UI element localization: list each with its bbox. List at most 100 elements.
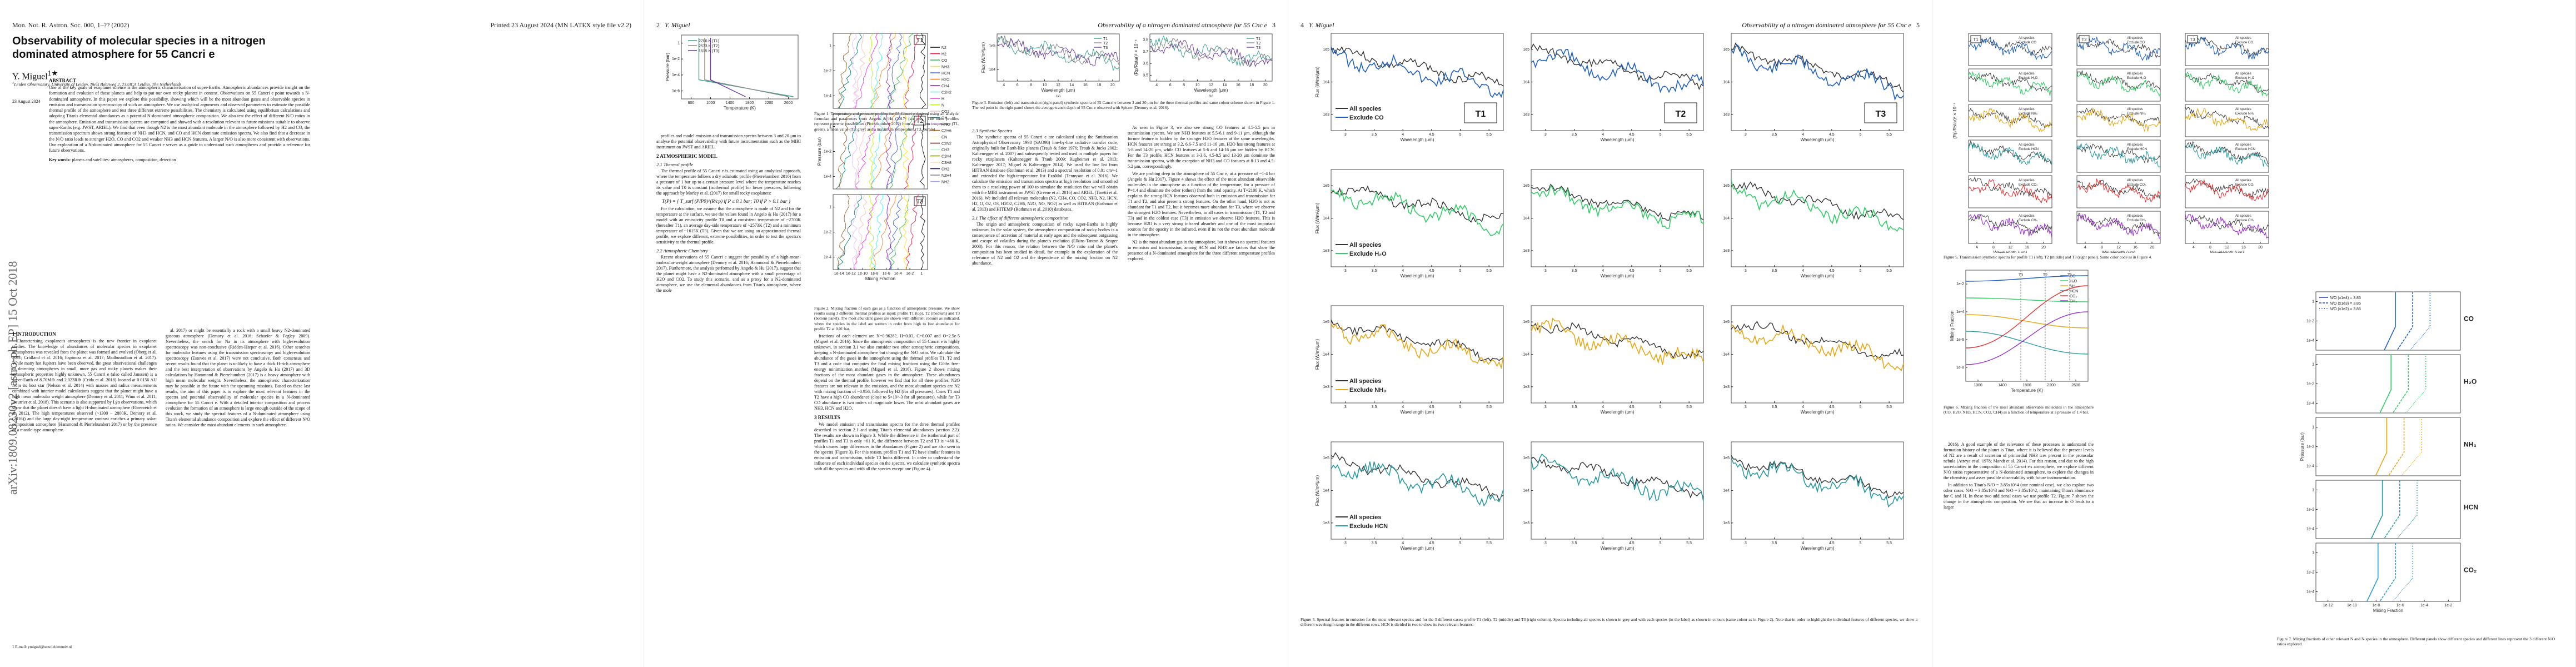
species-mixing-line [886,113,892,190]
legend-label: Exclude CH₄ [2019,219,2038,222]
p4-col-left: 2016). A good example of the relevance o… [1944,442,2094,512]
mixing-fraction-line [1965,331,2089,355]
y-tick-label: 1e-4 [2306,339,2314,343]
legend-label: N2H4 [941,174,951,178]
legend-label: CO2 [941,110,950,114]
exclude-species-line [2185,36,2269,60]
exclude-species-line [2076,143,2161,167]
all-species-line [1531,43,1704,91]
temperature-profile-line [704,38,789,97]
intro-text-2: al. 2017) or might be essentially a rock… [166,328,310,427]
all-species-line [1531,456,1704,499]
spectrum-line [996,36,1120,71]
species-mixing-line [837,33,852,109]
legend-label: T2 [1103,42,1108,46]
exclude-species-line [1968,71,2052,96]
all-species-line [1731,321,1904,359]
figure-1-chart: 600 1000 1400 1800 2200 2600 1e-6 1e-4 1e-2 1 Temp… [665,34,799,111]
legend-label: H [941,97,944,101]
x-axis-label: Mixing Fraction [865,276,895,281]
intro-heading: 1 INTRODUCTION [12,331,56,337]
y-tick-label: 1e-4 [824,175,831,179]
x-tick-label: 3.5 [1372,269,1377,273]
legend-label: All species [2019,37,2035,40]
x-tick-label: 4 [1402,405,1404,409]
panel-letter: (b) [1209,95,1214,97]
x-tick-label: 5.5 [1686,405,1692,409]
text-block: profiles and model emission and transmis… [656,133,801,150]
y-tick-label: 1e-4 [2306,527,2314,531]
mixing-profile-line [2370,480,2383,539]
y-tick-label: 1e-4 [824,94,831,98]
section-heading: 2 ATMOSPHERIC MODEL [656,153,718,159]
species-mixing-line [852,194,858,270]
legend-label: N2 [941,46,946,50]
abstract-block: ABSTRACT One of the key goals of exoplan… [49,78,310,163]
y-tick-label: 1e5 [1723,184,1730,188]
plot-frame [1968,211,2052,244]
mixing-profile-line [2409,292,2431,351]
x-tick-label: 3 [1544,541,1547,545]
x-tick-label: 3.5 [1772,405,1777,409]
vline-label: T3 [2019,273,2023,277]
x-tick-label: 5.5 [1486,133,1492,137]
x-tick-label: 1e-8 [2372,604,2380,608]
species-mixing-line [888,194,903,270]
legend-label: T3 [1256,46,1260,50]
y-tick-label: 1e4 [1523,489,1529,493]
x-tick-label: 5 [1860,269,1862,273]
x-tick-label: 1800 [2022,384,2031,387]
author-name: Y. Miguel1★ [12,69,58,82]
panel-label: T2 [2081,37,2087,42]
legend-label: All species [2235,72,2251,76]
plot-frame [1731,305,1904,404]
species-mixing-line [836,194,850,270]
panel-label: T3 [916,198,924,205]
species-mixing-line [853,33,866,109]
x-tick-label: 3 [1745,133,1747,137]
x-tick-label: 4.5 [1829,405,1835,409]
x-tick-label: 1000 [1974,384,1982,387]
all-species-line [1968,176,2052,199]
exclude-species-line [1731,457,1904,508]
x-tick-label: 16 [1236,83,1240,87]
species-mixing-line [854,33,878,109]
x-axis-label: Wavelength (μm) [1401,137,1434,142]
x-tick-label: 2600 [2071,384,2080,387]
legend-label: N/O (x1e4) = 3.85 [2330,296,2361,300]
mixing-profile-line [2384,292,2396,351]
figure-6: 1000 1400 1800 2200 2600 1e-8 1e-6 1e-4 1e-2 Temp… [1944,267,2255,400]
y-tick-label: 3.7 [1143,50,1148,54]
plot-frame [2315,542,2461,602]
panel-letter: (a) [1056,95,1061,97]
mixing-profile-line [2392,355,2409,414]
species-mixing-line [903,194,909,270]
panel-label: T2 [1676,109,1686,119]
keywords: Key words: planets and satellites: atmos… [49,157,176,162]
x-tick-label: 8 [1183,83,1185,87]
subsection-heading: 2.1 Thermal profile [656,162,694,167]
x-tick-label: 3 [1344,541,1347,545]
y-tick-label: 1e5 [1523,48,1529,52]
legend-label: All species [1349,106,1381,112]
x-axis-label: Wavelength (μm) [2210,250,2244,253]
legend-label: Exclude NH₃ [1349,387,1386,394]
all-species-line [2076,35,2161,58]
panel-label: T2 [916,118,924,125]
all-species-line [1331,320,1504,362]
x-tick-label: 5 [1660,133,1662,137]
mixing-fraction-line [1965,285,2089,349]
y-tick-label: 1e-2 [2306,445,2314,449]
legend-label: T3 [1103,46,1108,50]
spectrum-line [1149,38,1273,67]
temperature-profile-line [710,38,746,97]
x-axis-label: Wavelength (μm) [1401,273,1434,278]
p2-col-left: profiles and model emission and transmis… [656,133,801,295]
x-tick-label: 4.5 [1629,269,1635,273]
figure-5-caption: Figure 5. Transmission synthetic spectra… [1944,255,2152,260]
legend-label: Exclude H₂O [1349,251,1387,257]
x-tick-label: 4 [1003,83,1005,87]
x-tick-label: 1e-14 [834,272,844,276]
x-tick-label: 3.5 [1572,405,1577,409]
y-tick-label: 1e3 [1723,113,1730,117]
